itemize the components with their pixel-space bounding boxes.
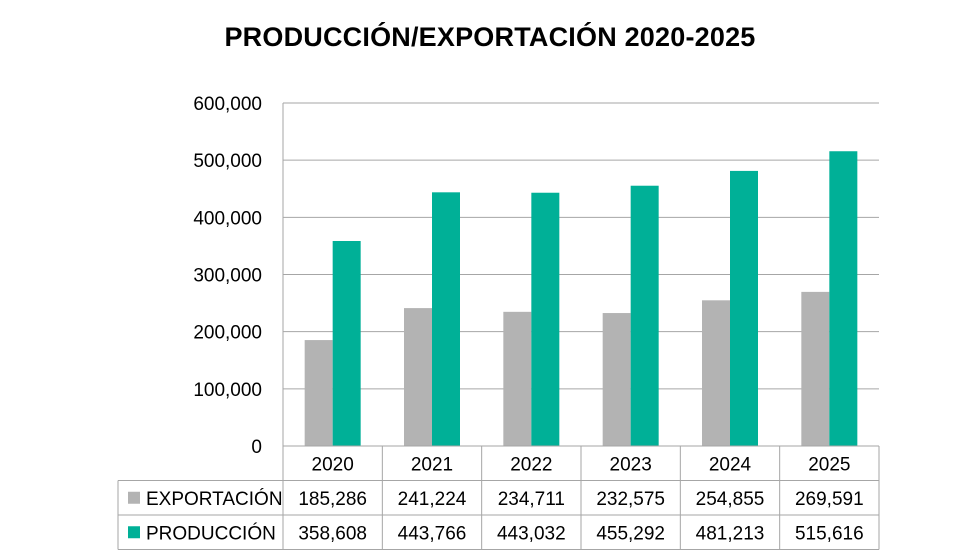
bar-exportacion-2020 [304, 340, 333, 446]
x-tick-label: 2022 [510, 454, 552, 475]
x-tick-label: 2021 [411, 454, 453, 475]
data-label: 269,591 [795, 489, 864, 510]
legend-label: PRODUCCIÓN [146, 522, 276, 544]
data-label: 443,766 [398, 523, 467, 544]
bar-produccion-2024 [730, 170, 758, 447]
data-table: 2020 2021 2022 2023 2024 2025 EXPORTACIÓN 185,2… [117, 445, 880, 550]
y-axis: 0 100,000 200,000 300,000 400,000 500,000 600,… [193, 94, 284, 458]
chart-title: PRODUCCIÓN/EXPORTACIÓN 2020-2025 [224, 22, 756, 52]
x-tick-label: 2020 [312, 454, 354, 475]
legend-swatch [128, 491, 140, 504]
data-label: 481,213 [696, 523, 765, 544]
bar-produccion-2023 [630, 185, 659, 447]
bars [304, 151, 858, 447]
bar-exportacion-2024 [702, 300, 730, 446]
data-label: 455,292 [596, 523, 665, 544]
x-tick-label: 2023 [610, 454, 652, 475]
y-tick-label: 100,000 [193, 380, 262, 401]
bar-produccion-2022 [531, 192, 560, 446]
y-tick-label: 0 [251, 437, 262, 458]
legend-swatch [128, 526, 140, 539]
legend-label: EXPORTACIÓN [146, 488, 283, 510]
y-tick-label: 400,000 [193, 208, 262, 229]
bar-exportacion-2023 [602, 313, 631, 446]
data-label: 443,032 [497, 523, 566, 544]
data-label: 232,575 [596, 489, 665, 510]
bar-exportacion-2022 [503, 311, 532, 446]
data-label: 254,855 [696, 489, 765, 510]
y-tick-label: 600,000 [193, 94, 262, 115]
bar-produccion-2021 [432, 192, 460, 446]
bar-produccion-2020 [332, 240, 361, 446]
x-tick-label: 2024 [709, 454, 752, 475]
y-tick-label: 200,000 [193, 323, 262, 344]
bar-exportacion-2021 [404, 308, 432, 446]
bar-exportacion-2025 [801, 291, 830, 446]
data-label: 515,616 [795, 523, 864, 544]
y-tick-label: 300,000 [193, 266, 262, 287]
gridlines [283, 102, 879, 390]
y-tick-label: 500,000 [193, 151, 262, 172]
x-tick-label: 2025 [808, 454, 850, 475]
bar-produccion-2025 [829, 151, 858, 447]
data-label: 358,608 [298, 523, 367, 544]
data-label: 234,711 [498, 489, 565, 510]
data-label: 185,286 [298, 489, 367, 510]
data-label: 241,224 [398, 489, 467, 510]
